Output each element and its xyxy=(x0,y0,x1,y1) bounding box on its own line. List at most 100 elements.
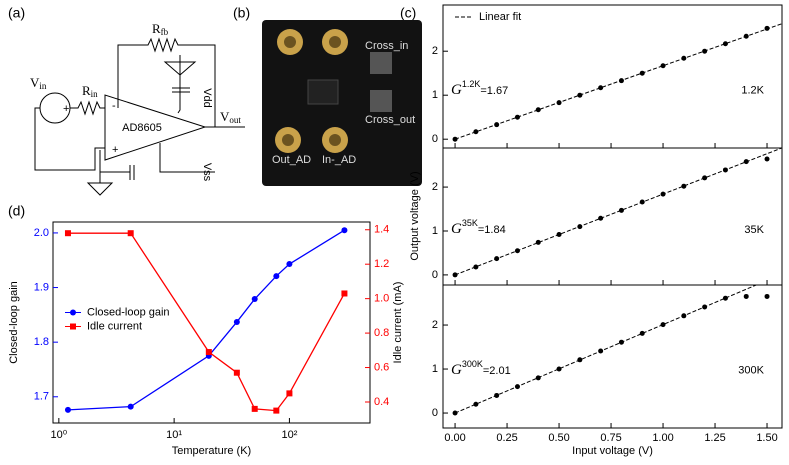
marker xyxy=(473,264,479,270)
marker xyxy=(702,175,708,181)
y-tick-label: 2 xyxy=(432,319,438,331)
marker xyxy=(452,410,458,416)
marker xyxy=(286,261,293,268)
y-tick-label: 1.8 xyxy=(34,336,49,348)
x-axis-label: Input voltage (V) xyxy=(572,445,653,457)
source-sign: + xyxy=(63,103,69,115)
gain-symbol: G xyxy=(451,82,462,98)
y2-tick-label: 0.6 xyxy=(374,361,389,373)
y-tick-label: 2 xyxy=(432,181,438,193)
plot-clip xyxy=(452,148,782,278)
marker xyxy=(681,55,687,61)
y2-tick-label: 1.0 xyxy=(374,293,389,305)
y2-tick-label: 0.4 xyxy=(374,396,389,408)
connector xyxy=(329,36,341,48)
x-tick-label: 1.50 xyxy=(756,432,777,444)
marker xyxy=(64,406,71,413)
temperature-label: 1.2K xyxy=(741,85,764,97)
marker xyxy=(286,390,293,397)
marker xyxy=(681,313,687,319)
marker xyxy=(577,357,583,363)
x-axis-label: Temperature (K) xyxy=(172,445,251,457)
marker xyxy=(205,349,212,356)
plus-label: + xyxy=(112,144,118,156)
marker xyxy=(722,295,728,301)
gain-value: =2.01 xyxy=(483,365,511,377)
gain-symbol: G xyxy=(451,222,462,238)
marker xyxy=(514,114,520,120)
plot-clip xyxy=(452,285,770,416)
connector xyxy=(284,36,296,48)
marker xyxy=(127,403,134,410)
gain-symbol: G xyxy=(451,362,462,378)
ground xyxy=(86,182,114,196)
legend-marker xyxy=(70,323,76,330)
legend-label: Linear fit xyxy=(479,11,521,23)
y-tick-label: 2.0 xyxy=(34,227,49,239)
plot-frame xyxy=(442,4,783,149)
chip xyxy=(307,79,339,105)
gain-annotation: G35K=1.84 xyxy=(451,219,506,238)
gain-sup: 35K xyxy=(462,219,478,229)
marker xyxy=(127,230,134,237)
marker xyxy=(535,107,541,113)
temperature-label: 300K xyxy=(738,365,764,377)
marker xyxy=(494,392,500,398)
marker xyxy=(273,273,280,280)
marker xyxy=(233,369,240,376)
v-in-label: Vin xyxy=(30,75,47,91)
y2-tick-label: 1.2 xyxy=(374,258,389,270)
marker xyxy=(639,70,645,76)
marker xyxy=(618,78,624,84)
circuit: AD8605 - + + Rin Vin Rfb Vout Vdd Vss xyxy=(30,21,245,196)
plot-frame xyxy=(52,221,371,424)
marker xyxy=(681,183,687,189)
plot-clip xyxy=(452,23,782,142)
marker xyxy=(702,304,708,310)
marker xyxy=(598,215,604,221)
marker xyxy=(764,156,770,162)
marker xyxy=(743,293,749,299)
legend-marker xyxy=(70,309,76,316)
gain-sup: 300K xyxy=(462,359,483,369)
vdd-label: Vdd xyxy=(201,88,213,108)
marker xyxy=(598,85,604,91)
marker xyxy=(660,63,666,69)
marker xyxy=(577,92,583,98)
x-tick-label: 1.00 xyxy=(652,432,673,444)
x-tick-label: 10⁰ xyxy=(51,429,68,441)
connector xyxy=(329,134,341,146)
gain-sup: 1.2K xyxy=(462,79,481,89)
y-tick-label: 2 xyxy=(432,45,438,57)
feedback-wire xyxy=(117,37,216,128)
marker xyxy=(64,230,71,237)
resistor-in xyxy=(70,100,105,116)
marker xyxy=(764,293,770,299)
plot-frame xyxy=(442,147,783,286)
gain-value: =1.67 xyxy=(480,85,508,97)
marker xyxy=(341,290,348,297)
marker xyxy=(722,167,728,173)
board-label: In-_AD xyxy=(322,154,356,166)
board-photo: Cross_in Cross_out Out_AD In-_AD xyxy=(262,20,422,186)
y2-axis-label: Idle current (mA) xyxy=(392,282,404,364)
marker xyxy=(514,384,520,390)
y2-tick-label: 1.4 xyxy=(374,224,389,236)
marker xyxy=(577,224,583,230)
v-out-label: Vout xyxy=(220,109,241,125)
marker xyxy=(473,129,479,135)
marker xyxy=(598,348,604,354)
board-label: Out_AD xyxy=(272,154,311,166)
vss-wire xyxy=(159,143,215,173)
y2-tick-label: 0.8 xyxy=(374,327,389,339)
marker xyxy=(535,375,541,381)
vss-label: Vss xyxy=(201,163,213,182)
marker xyxy=(618,339,624,345)
marker xyxy=(722,41,728,47)
marker xyxy=(233,318,240,325)
marker xyxy=(639,330,645,336)
y-tick-label: 0 xyxy=(432,407,438,419)
fit-line xyxy=(454,285,758,414)
panel-label: (d) xyxy=(8,203,25,219)
